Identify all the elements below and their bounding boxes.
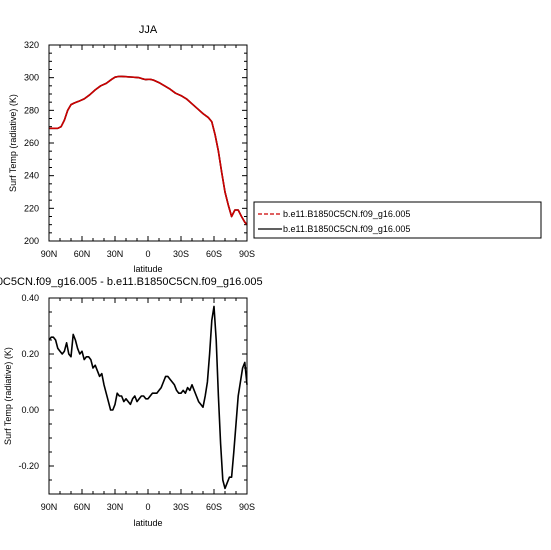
series-line-1 xyxy=(48,305,248,490)
x-tick-label: 90S xyxy=(239,502,255,512)
x-tick-label: 60S xyxy=(206,502,222,512)
top-chart-series xyxy=(49,75,248,226)
x-tick-label: 90N xyxy=(41,502,58,512)
y-tick-label: -0.20 xyxy=(18,461,39,471)
y-tick-label: 280 xyxy=(24,105,39,115)
bottom-chart-y-axis-label: Surf Temp (radiative) (K) xyxy=(3,347,13,445)
bottom-chart: b.e11.B1850C5CN.f09_g16.005 - b.e11.B185… xyxy=(0,276,263,528)
bottom-chart-x-axis-label: latitude xyxy=(133,518,162,528)
x-tick-label: 0 xyxy=(145,502,150,512)
y-tick-label: 300 xyxy=(24,73,39,83)
x-tick-label: 60N xyxy=(74,249,91,259)
top-chart: JJA 90N 60N 30N 0 30S 60S 90S 200 220 240 260 280 3… xyxy=(8,24,255,274)
top-chart-x-axis-label: latitude xyxy=(133,264,162,274)
x-tick-label: 30N xyxy=(107,502,124,512)
x-tick-label: 90N xyxy=(41,249,58,259)
top-chart-y-axis-label: Surf Temp (radiative) (K) xyxy=(8,94,18,192)
x-tick-label: 30S xyxy=(173,502,189,512)
bottom-chart-series xyxy=(48,305,248,490)
y-tick-label: 320 xyxy=(24,40,39,50)
bottom-chart-y-tick-labels: -0.20 0.00 0.20 0.40 xyxy=(18,293,39,471)
series-line-2 xyxy=(49,75,248,226)
top-chart-y-tick-labels: 200 220 240 260 280 300 320 xyxy=(24,40,39,246)
legend-box xyxy=(253,201,542,239)
y-tick-label: 220 xyxy=(24,203,39,213)
y-tick-label: 0.20 xyxy=(21,349,39,359)
x-tick-label: 30S xyxy=(173,249,189,259)
y-tick-label: 0.00 xyxy=(21,405,39,415)
y-tick-label: 260 xyxy=(24,138,39,148)
legend: b.e11.B1850C5CN.f09_g16.005 b.e11.B1850C… xyxy=(253,201,542,239)
x-tick-label: 30N xyxy=(107,249,124,259)
y-tick-label: 0.40 xyxy=(21,293,39,303)
x-tick-label: 60S xyxy=(206,249,222,259)
x-tick-label: 90S xyxy=(239,249,255,259)
y-tick-label: 200 xyxy=(24,236,39,246)
x-tick-label: 0 xyxy=(145,249,150,259)
bottom-chart-frame xyxy=(48,297,248,495)
bottom-chart-x-tick-labels: 90N 60N 30N 0 30S 60S 90S xyxy=(41,502,255,512)
y-tick-label: 240 xyxy=(24,171,39,181)
top-chart-title: JJA xyxy=(139,24,158,36)
top-chart-frame xyxy=(48,44,248,242)
top-chart-x-tick-labels: 90N 60N 30N 0 30S 60S 90S xyxy=(41,249,255,259)
legend-entry-1: b.e11.B1850C5CN.f09_g16.005 xyxy=(283,209,410,219)
bottom-chart-title: b.e11.B1850C5CN.f09_g16.005 - b.e11.B185… xyxy=(0,276,263,288)
x-tick-label: 60N xyxy=(74,502,91,512)
legend-entry-2: b.e11.B1850C5CN.f09_g16.005 xyxy=(283,224,410,234)
